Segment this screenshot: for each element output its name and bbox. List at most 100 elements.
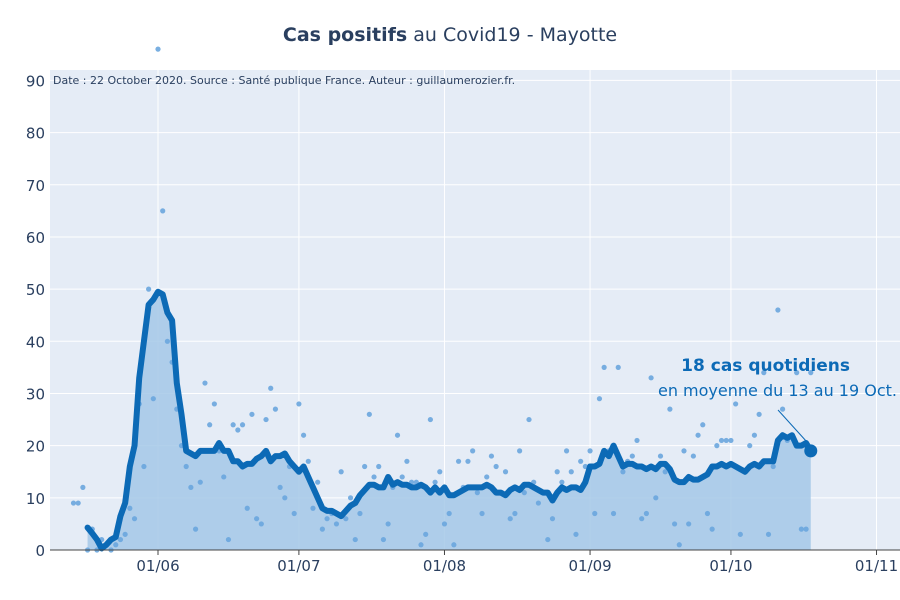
daily-case-point <box>343 516 349 522</box>
daily-case-point <box>357 510 363 517</box>
source-note: Date : 22 October 2020. Source : Santé p… <box>53 74 515 87</box>
daily-case-point <box>268 385 274 391</box>
daily-case-point <box>352 536 358 543</box>
daily-case-point <box>765 531 772 537</box>
x-tick-label: 01/07 <box>277 557 320 575</box>
daily-case-point <box>676 542 682 548</box>
y-tick-label: 80 <box>26 125 45 143</box>
daily-case-point <box>751 432 758 438</box>
daily-case-point <box>592 510 598 517</box>
daily-case-point <box>211 401 217 407</box>
daily-case-point <box>653 495 659 501</box>
y-tick-label: 10 <box>26 490 45 508</box>
daily-case-point <box>601 364 607 370</box>
daily-case-point <box>568 469 574 475</box>
y-tick-label: 20 <box>26 438 45 456</box>
daily-case-point <box>258 521 264 527</box>
daily-case-point <box>587 448 593 454</box>
daily-case-point <box>244 505 250 511</box>
y-tick-label: 70 <box>26 177 45 195</box>
daily-case-point <box>362 463 368 470</box>
daily-case-point <box>164 338 171 344</box>
daily-case-point <box>507 516 513 522</box>
daily-case-point <box>207 422 213 428</box>
x-tick-label: 01/11 <box>855 557 898 575</box>
daily-case-point <box>333 521 340 527</box>
daily-case-point <box>493 463 499 470</box>
daily-case-point <box>192 526 199 532</box>
chart-title-bold: Cas positifs <box>282 24 408 46</box>
x-tick-label: 01/10 <box>709 557 752 575</box>
daily-case-point <box>794 370 800 376</box>
y-tick-label: 30 <box>26 385 45 403</box>
daily-case-point <box>573 531 579 537</box>
daily-case-point <box>512 510 518 517</box>
daily-case-point <box>535 500 541 506</box>
daily-case-point <box>488 453 495 459</box>
daily-case-point <box>615 364 621 370</box>
daily-case-point <box>427 416 433 423</box>
daily-case-point <box>70 500 77 506</box>
daily-case-point <box>225 536 232 543</box>
daily-case-point <box>728 437 734 444</box>
area-layer <box>87 291 811 550</box>
daily-case-point <box>296 401 302 407</box>
daily-case-point <box>197 479 203 485</box>
daily-case-point <box>554 469 560 475</box>
daily-case-point <box>455 458 462 464</box>
daily-case-point <box>709 526 715 532</box>
daily-case-point <box>578 458 584 464</box>
daily-case-point <box>437 469 443 475</box>
daily-case-point <box>549 516 556 522</box>
chart-title-rest: au Covid19 - Mayotte <box>407 24 618 46</box>
daily-case-point <box>747 443 753 449</box>
daily-case-point <box>648 375 654 381</box>
daily-case-point <box>150 396 156 402</box>
daily-case-point <box>160 208 166 214</box>
daily-case-point <box>319 526 325 532</box>
daily-case-point <box>441 521 448 527</box>
daily-case-point <box>667 406 673 412</box>
daily-case-point <box>277 484 283 490</box>
daily-case-point <box>446 510 452 517</box>
daily-case-point <box>141 463 147 470</box>
daily-case-point <box>75 500 81 506</box>
daily-case-point <box>131 516 138 522</box>
daily-case-point <box>80 484 86 490</box>
daily-case-point <box>484 474 490 480</box>
daily-case-point <box>470 448 476 454</box>
daily-case-point <box>770 463 776 470</box>
daily-case-point <box>202 380 208 386</box>
daily-case-point <box>235 427 241 433</box>
daily-case-point <box>761 370 767 376</box>
daily-case-point <box>610 510 617 517</box>
daily-case-point <box>188 484 194 490</box>
daily-case-point <box>733 401 739 407</box>
daily-case-point <box>671 521 678 527</box>
daily-case-point <box>380 536 387 543</box>
dots-layer <box>70 46 814 553</box>
y-tick-label: 0 <box>35 542 45 560</box>
daily-case-point <box>366 411 372 417</box>
daily-case-point <box>690 453 696 459</box>
daily-case-point <box>263 416 269 423</box>
ticks-layer: 0 10 20 30 40 50 60 70 80 90 01/06 01/07 01/08 01/09 0… <box>26 72 900 575</box>
rolling-average-area <box>87 291 811 550</box>
daily-case-point <box>798 526 804 532</box>
daily-case-point <box>526 416 532 423</box>
x-tick-label: 01/06 <box>136 557 179 575</box>
daily-case-point <box>404 458 410 464</box>
annotation-arrow <box>777 409 809 444</box>
x-tick-label: 01/09 <box>568 557 611 575</box>
daily-case-point <box>122 531 128 537</box>
daily-case-point <box>347 495 354 501</box>
daily-case-point <box>272 406 279 412</box>
daily-case-point <box>714 443 720 449</box>
daily-case-point <box>517 448 523 454</box>
daily-case-point <box>634 437 640 444</box>
daily-case-point <box>418 542 424 548</box>
daily-case-point <box>662 469 668 475</box>
daily-case-point <box>643 510 650 517</box>
daily-case-point <box>385 521 391 527</box>
